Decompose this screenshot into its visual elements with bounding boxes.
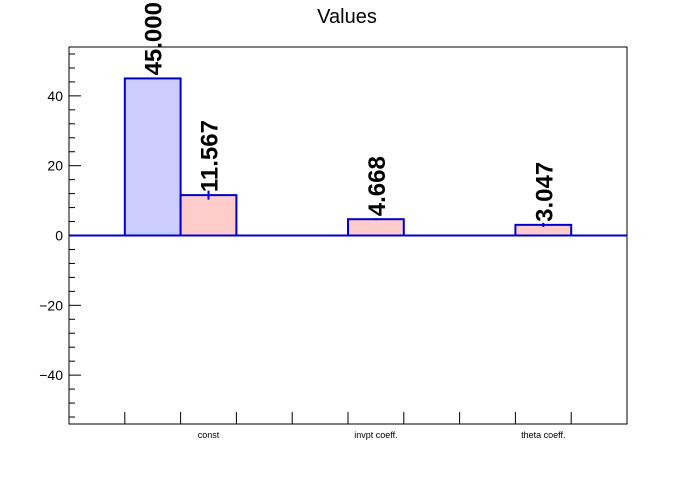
x-tick-label: const	[198, 430, 220, 440]
bar	[347, 218, 405, 237]
y-tick-label: −20	[39, 297, 63, 313]
y-tick-label: 40	[47, 88, 63, 104]
y-tick-label: 20	[47, 158, 63, 174]
x-tick-label: invpt coeff.	[354, 430, 397, 440]
bar	[123, 77, 182, 237]
y-tick-label: −40	[39, 367, 63, 383]
data-label: 4.668	[364, 156, 391, 216]
chart-title: Values	[317, 6, 377, 28]
y-tick-label: 0	[55, 228, 63, 244]
x-tick-label: theta coeff.	[521, 430, 565, 440]
bar	[179, 194, 238, 237]
data-label: 3.047	[531, 162, 558, 222]
plot-area: −40 −20 0 20 40 const invpt coeff. theta coeff.…	[39, 2, 628, 440]
data-label: 11.567	[197, 120, 224, 192]
data-label: 45.000	[141, 2, 168, 75]
